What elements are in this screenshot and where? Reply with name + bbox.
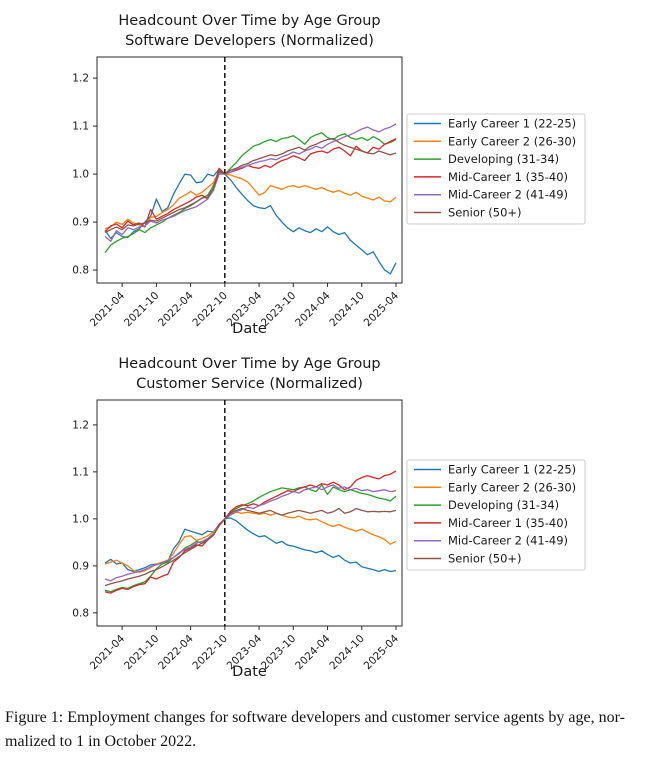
x-tick-label: 2024-10 xyxy=(327,633,367,673)
chart-title-line1: Headcount Over Time by Age Group xyxy=(118,13,380,29)
y-tick-label: 0.8 xyxy=(72,607,89,619)
legend-item-label: Mid-Career 2 (41-49) xyxy=(448,188,568,202)
legend-item-label: Developing (31-34) xyxy=(448,152,559,166)
x-axis-label: Date xyxy=(232,321,267,337)
y-tick-label: 1.0 xyxy=(72,513,89,525)
legend-item-label: Mid-Career 1 (35-40) xyxy=(448,170,568,184)
legend: Early Career 1 (22-25) Early Career 2 (26… xyxy=(406,113,586,225)
x-tick-label: 2021-04 xyxy=(88,289,128,329)
chart-title-line2: Customer Service (Normalized) xyxy=(136,376,363,392)
x-axis-label: Date xyxy=(232,664,267,680)
x-tick-label: 2024-10 xyxy=(327,290,367,330)
legend-item-label: Early Career 1 (22-25) xyxy=(448,117,576,131)
plot-frame xyxy=(96,56,403,284)
legend-item-label: Senior (50+) xyxy=(448,552,522,566)
y-tick-label: 1.2 xyxy=(72,419,89,431)
y-tick-label: 1.2 xyxy=(72,73,89,85)
y-tick-label: 1.1 xyxy=(72,121,89,133)
legend-item-label: Senior (50+) xyxy=(448,206,522,220)
figure-caption-line2: malized to 1 in October 2022. xyxy=(5,733,197,750)
legend-item-label: Early Career 2 (26-30) xyxy=(448,134,576,148)
line-early-career-1-22-25 xyxy=(104,517,397,573)
x-tick-label: 2022-10 xyxy=(190,633,230,673)
line-senior-50 xyxy=(104,137,397,234)
legend-item-label: Mid-Career 1 (35-40) xyxy=(448,516,568,530)
chart-title-line2: Software Developers (Normalized) xyxy=(125,33,374,49)
line-early-career-2-26-30 xyxy=(104,170,397,230)
y-tick-label: 0.9 xyxy=(72,217,89,229)
legend-item-label: Mid-Career 2 (41-49) xyxy=(448,534,568,548)
line-developing-31-34 xyxy=(104,132,397,254)
legend-item-label: Early Career 1 (22-25) xyxy=(448,463,576,477)
y-tick-label: 1.1 xyxy=(72,466,89,478)
figure-caption: Figure 1: Employment changes for softwar… xyxy=(5,706,655,754)
chart-customer-service: Headcount Over Time by Age Group Customer… xyxy=(72,356,586,680)
legend-box xyxy=(406,459,586,571)
x-tick-label: 2021-10 xyxy=(122,633,162,673)
x-tick-label: 2021-04 xyxy=(88,632,128,672)
figure-caption-line1: Figure 1: Employment changes for softwar… xyxy=(5,709,625,726)
legend-item-label: Early Career 2 (26-30) xyxy=(448,480,576,494)
x-tick-label: 2022-04 xyxy=(156,632,196,672)
line-mid-career-2-41-49 xyxy=(104,123,397,242)
x-tick-label: 2025-04 xyxy=(362,632,402,672)
x-tick-label: 2024-04 xyxy=(293,632,333,672)
line-senior-50 xyxy=(104,507,397,587)
line-early-career-1-22-25 xyxy=(104,168,397,275)
chart-title-line1: Headcount Over Time by Age Group xyxy=(118,356,380,372)
y-tick-label: 1.0 xyxy=(72,169,89,181)
line-mid-career-2-41-49 xyxy=(104,484,397,582)
charts-canvas: Headcount Over Time by Age Group Software… xyxy=(72,13,586,680)
y-tick-label: 0.9 xyxy=(72,560,89,572)
line-early-career-2-26-30 xyxy=(104,511,397,574)
legend-box xyxy=(406,113,586,225)
y-tick-label: 0.8 xyxy=(72,265,89,277)
plot-frame xyxy=(96,399,403,627)
x-tick-label: 2022-10 xyxy=(190,290,230,330)
line-developing-31-34 xyxy=(104,484,397,593)
x-tick-label: 2025-04 xyxy=(362,289,402,329)
legend: Early Career 1 (22-25) Early Career 2 (26… xyxy=(406,459,586,571)
x-tick-label: 2021-10 xyxy=(122,290,162,330)
x-tick-label: 2022-04 xyxy=(156,289,196,329)
line-mid-career-1-35-40 xyxy=(104,138,397,233)
legend-item-label: Developing (31-34) xyxy=(448,498,559,512)
chart-software-developers: Headcount Over Time by Age Group Software… xyxy=(72,13,586,337)
x-tick-label: 2024-04 xyxy=(293,289,333,329)
